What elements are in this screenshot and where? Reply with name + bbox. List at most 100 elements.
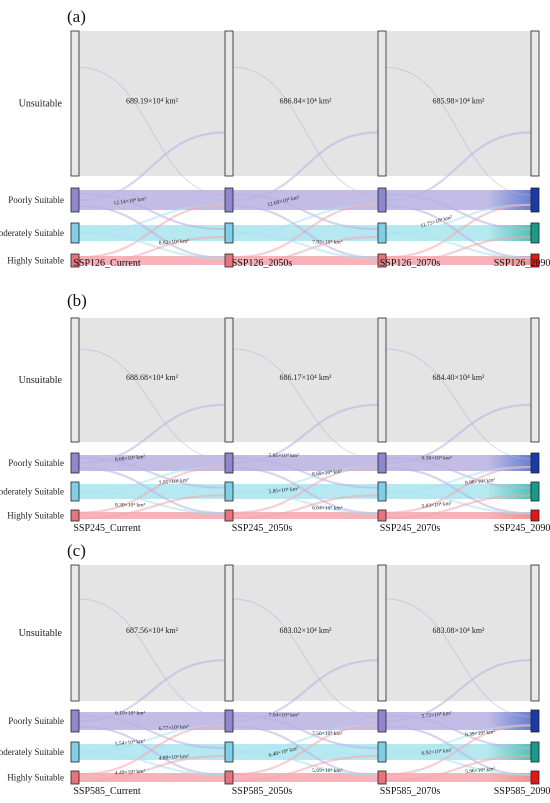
flow-band xyxy=(386,190,531,210)
sankey-node xyxy=(224,253,234,268)
stage-label: SSP245_2050s xyxy=(232,523,293,534)
flow-value-label: 5.54×10⁴ km² xyxy=(115,738,146,747)
cross-flow xyxy=(385,231,532,259)
sankey-node xyxy=(224,509,234,522)
flow-value-label: 8.30×10⁴ km² xyxy=(115,502,146,508)
cross-flow xyxy=(78,754,226,782)
cross-flow xyxy=(232,598,379,718)
flow-value-label: 7.56×10⁴ km² xyxy=(312,731,343,737)
cross-flow xyxy=(232,231,379,259)
flow-value-label: 5.03×10⁴ km² xyxy=(421,501,452,510)
sankey-node xyxy=(530,317,540,443)
flow-value-label: 7.04×10⁴ km² xyxy=(269,712,300,718)
cross-flow xyxy=(385,714,532,750)
sankey-node xyxy=(530,452,540,474)
unsuitable-area-label: 685.98×10⁴ km² xyxy=(433,97,486,106)
sankey-node xyxy=(224,564,234,702)
sankey-node xyxy=(377,452,387,474)
flow-band xyxy=(79,318,225,442)
cross-flow xyxy=(232,714,379,750)
sankey-svg: (b) Unsuitable Poorly Suitable Moderately S… xyxy=(0,291,550,534)
unsuitable-area-label: 683.02×10⁴ km² xyxy=(280,626,333,635)
flow-value-label: 5.85×10⁴ km² xyxy=(269,453,300,459)
sankey-node xyxy=(224,452,234,474)
panel-letter: (b) xyxy=(67,291,87,310)
flow-band xyxy=(233,712,378,730)
category-label: Moderately Suitable xyxy=(0,487,64,497)
flow-band xyxy=(233,31,378,176)
flow-value-label: 5.72×10⁴ km² xyxy=(421,711,452,720)
flow-band xyxy=(79,712,225,730)
flow-band xyxy=(233,190,378,210)
category-label: Poorly Suitable xyxy=(8,195,64,205)
category-label: Unsuitable xyxy=(19,375,63,386)
category-label: Highly Suitable xyxy=(7,511,64,521)
cross-flow xyxy=(385,659,532,723)
sankey-node xyxy=(224,317,234,443)
flow-band xyxy=(386,512,531,519)
unsuitable-area-label: 686.84×10⁴ km² xyxy=(280,97,333,106)
stage-label: SSP245_Current xyxy=(73,523,140,534)
stage-label: SSP126_2090s xyxy=(494,258,550,268)
sankey-node xyxy=(70,741,80,763)
category-label: Unsuitable xyxy=(19,628,63,639)
sankey-node xyxy=(377,30,387,177)
sankey-node xyxy=(530,709,540,733)
stage-label: SSP585_2070s xyxy=(380,786,441,797)
flow-band xyxy=(79,565,225,701)
sankey-node xyxy=(377,253,387,268)
sankey-node xyxy=(70,564,80,702)
sankey-node xyxy=(377,709,387,733)
cross-flow xyxy=(385,465,532,514)
category-label: Unsuitable xyxy=(19,99,63,110)
sankey-node xyxy=(70,481,80,502)
sankey-node xyxy=(224,222,234,244)
unsuitable-area-label: 687.56×10⁴ km² xyxy=(126,626,179,635)
category-label: Highly Suitable xyxy=(7,256,64,266)
sankey-node xyxy=(530,222,540,244)
flow-value-label: 8.39×10⁴ km² xyxy=(465,729,496,738)
cross-flow xyxy=(385,494,532,520)
cross-flow xyxy=(232,750,379,776)
sankey-svg: (a) Unsuitable Poorly Suitable Moderately S… xyxy=(0,7,550,268)
cross-flow xyxy=(78,403,226,465)
flow-band xyxy=(233,256,378,265)
cross-flow xyxy=(78,235,226,265)
flow-value-label: 4.49×10⁴ km² xyxy=(115,769,146,777)
flow-value-label: 6.77×10⁴ km² xyxy=(159,724,190,732)
flow-band xyxy=(233,565,378,701)
cross-flow xyxy=(385,456,532,489)
cross-flow xyxy=(385,235,532,265)
flow-band xyxy=(79,773,225,782)
stage-label: SSP245_2070s xyxy=(380,523,441,534)
cross-flow xyxy=(232,456,379,489)
cross-flow xyxy=(385,724,532,776)
sankey-node xyxy=(377,741,387,763)
cross-flow xyxy=(78,131,226,202)
flow-value-label: 5.85×10⁴ km² xyxy=(268,486,299,495)
sankey-node xyxy=(377,187,387,213)
flow-band xyxy=(79,31,225,176)
cross-flow xyxy=(385,403,532,465)
sankey-node xyxy=(530,741,540,763)
stage-label: SSP585_2090s xyxy=(494,786,550,797)
sankey-panel-a: (a) Unsuitable Poorly Suitable Moderately S… xyxy=(0,0,550,268)
sankey-node xyxy=(530,509,540,522)
flow-value-label: 8.68×10⁴ km² xyxy=(115,454,146,463)
cross-flow xyxy=(385,750,532,776)
sankey-node xyxy=(70,30,80,177)
cross-flow xyxy=(232,203,379,259)
flow-value-label: 8.82×10⁴ km² xyxy=(159,238,190,246)
sankey-node xyxy=(70,770,80,785)
flow-value-label: 4.89×10⁴ km² xyxy=(159,754,190,762)
stage-label: SSP126_2050s xyxy=(232,258,293,268)
unsuitable-area-label: 686.17×10⁴ km² xyxy=(280,373,333,382)
panel-letter: (c) xyxy=(67,541,86,560)
cross-flow xyxy=(232,348,379,460)
flow-value-label: 12.14×10⁴ km² xyxy=(113,196,147,207)
category-label: Highly Suitable xyxy=(7,773,64,783)
flow-band xyxy=(386,318,531,442)
flow-value-label: 6.10×10⁴ km² xyxy=(115,710,146,716)
flow-value-label: 5.96×10⁴ km² xyxy=(465,766,496,775)
sankey-node xyxy=(377,770,387,785)
